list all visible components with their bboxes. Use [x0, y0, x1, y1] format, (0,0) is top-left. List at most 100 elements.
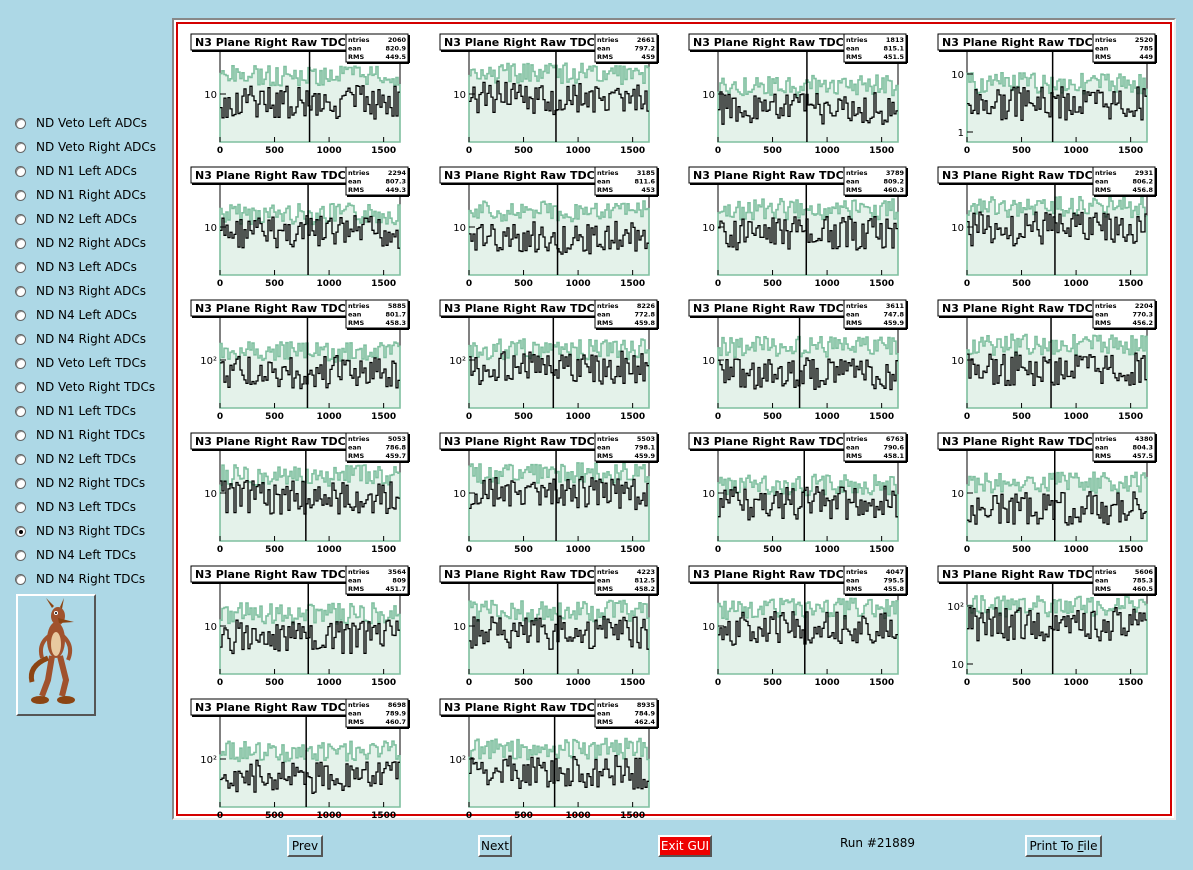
print-label-pre: Print To	[1029, 839, 1078, 853]
x-tick-label: 1000	[566, 678, 591, 688]
radio-option[interactable]: ND N2 Left TDCs	[15, 449, 136, 469]
stats-entries-label: ntries	[348, 435, 370, 443]
radio-option[interactable]: ND N1 Right TDCs	[15, 425, 145, 445]
black-histogram	[469, 755, 649, 790]
stats-mean-label: ean	[846, 178, 860, 186]
histogram-title: N3 Plane Right Raw TDC 19	[942, 568, 1112, 581]
radio-option[interactable]: ND N4 Right ADCs	[15, 329, 146, 349]
radio-unselected-icon[interactable]	[15, 117, 26, 129]
stats-entries-label: ntries	[1095, 435, 1117, 443]
histogram-panel: 0 500 1000 1500 10 N3 Plane Right Raw TDC 16n…	[190, 565, 410, 688]
stats-rms-label: RMS	[348, 585, 364, 593]
stats-entries-label: ntries	[597, 302, 619, 310]
stats-entries-value: 6763	[886, 435, 904, 443]
stats-rms-label: RMS	[1095, 452, 1111, 460]
radio-option[interactable]: ND N3 Left TDCs	[15, 497, 136, 517]
x-tick-label: 1500	[1118, 279, 1143, 289]
radio-unselected-icon[interactable]	[15, 213, 26, 225]
radio-unselected-icon[interactable]	[15, 477, 26, 489]
radio-option[interactable]: ND Veto Right ADCs	[15, 137, 156, 157]
green-histogram	[219, 202, 401, 276]
radio-option[interactable]: ND N4 Right TDCs	[15, 569, 145, 589]
x-tick-label: 1500	[1118, 146, 1143, 156]
radio-unselected-icon[interactable]	[15, 309, 26, 321]
y-tick-label: 10	[204, 223, 217, 234]
radio-option[interactable]: ND N3 Right ADCs	[15, 281, 146, 301]
histogram-title: N3 Plane Right Raw TDC 2	[693, 36, 855, 49]
radio-option[interactable]: ND N1 Right ADCs	[15, 185, 146, 205]
stats-entries-label: ntries	[846, 568, 868, 576]
x-tick-label: 1000	[566, 412, 591, 422]
y-tick-label: 10	[702, 622, 715, 633]
radio-unselected-icon[interactable]	[15, 549, 26, 561]
radio-option[interactable]: ND N4 Left TDCs	[15, 545, 136, 565]
stats-rms-label: RMS	[1095, 53, 1111, 61]
stats-entries-value: 8935	[637, 701, 656, 709]
stats-entries-label: ntries	[1095, 302, 1117, 310]
radio-option[interactable]: ND N2 Left ADCs	[15, 209, 137, 229]
radio-option[interactable]: ND Veto Left ADCs	[15, 113, 147, 133]
radio-unselected-icon[interactable]	[15, 573, 26, 585]
stats-entries-label: ntries	[846, 36, 868, 44]
stats-rms-value: 449.5	[385, 53, 406, 61]
radio-unselected-icon[interactable]	[15, 453, 26, 465]
logo-button[interactable]	[16, 594, 96, 716]
stats-rms-value: 455.8	[883, 585, 904, 593]
stats-box	[594, 698, 658, 728]
radio-unselected-icon[interactable]	[15, 261, 26, 273]
radio-unselected-icon[interactable]	[15, 357, 26, 369]
print-to-file-button[interactable]: Print To File	[1025, 835, 1102, 857]
radio-unselected-icon[interactable]	[15, 381, 26, 393]
x-tick-label: 1500	[620, 412, 645, 422]
radio-unselected-icon[interactable]	[15, 405, 26, 417]
stats-rms-value: 459.7	[385, 452, 406, 460]
exit-gui-button[interactable]: Exit GUI	[658, 835, 712, 857]
radio-option[interactable]: ND N1 Left ADCs	[15, 161, 137, 181]
radio-unselected-icon[interactable]	[15, 189, 26, 201]
print-label-underline: F	[1077, 839, 1084, 853]
histogram-panel: 0 500 1000 1500 10 N3 Plane Right Raw TDC 14n…	[688, 432, 908, 555]
stats-entries-label: ntries	[348, 701, 370, 709]
prev-button[interactable]: Prev	[287, 835, 323, 857]
x-tick-label: 500	[763, 146, 782, 156]
histogram-title: N3 Plane Right Raw TDC 4	[195, 169, 358, 182]
next-button[interactable]: Next	[478, 835, 512, 857]
radio-option[interactable]: ND N2 Right ADCs	[15, 233, 146, 253]
stats-mean-value: 785	[1139, 45, 1153, 53]
stats-rms-label: RMS	[1095, 186, 1111, 194]
stats-mean-label: ean	[846, 311, 860, 319]
radio-option[interactable]: ND N2 Right TDCs	[15, 473, 145, 493]
radio-option-label: ND N4 Left TDCs	[36, 548, 137, 562]
radio-unselected-icon[interactable]	[15, 165, 26, 177]
x-tick-label: 1500	[371, 412, 396, 422]
radio-option[interactable]: ND N3 Left ADCs	[15, 257, 137, 277]
radio-unselected-icon[interactable]	[15, 429, 26, 441]
x-tick-label: 1000	[1064, 545, 1089, 555]
radio-unselected-icon[interactable]	[15, 501, 26, 513]
green-histogram	[219, 740, 401, 808]
x-tick-label: 500	[763, 545, 782, 555]
stats-rms-value: 460.5	[1132, 585, 1153, 593]
exit-gui-label: Exit GUI	[660, 839, 710, 853]
radio-option[interactable]: ND Veto Left TDCs	[15, 353, 146, 373]
stats-mean-label: ean	[348, 577, 362, 585]
stats-rms-value: 451.5	[883, 53, 904, 61]
stats-mean-label: ean	[1095, 577, 1109, 585]
histogram-title: N3 Plane Right Raw TDC 1	[444, 36, 606, 49]
radio-option[interactable]: ND N3 Right TDCs	[15, 521, 145, 541]
radio-unselected-icon[interactable]	[15, 141, 26, 153]
stats-box	[594, 33, 658, 63]
histogram-panel: 0 500 1000 1500 10 N3 Plane Right Raw TDC 7nt…	[937, 166, 1157, 289]
stats-rms-label: RMS	[1095, 319, 1111, 327]
stats-rms-value: 449	[1139, 53, 1153, 61]
radio-option[interactable]: ND N1 Left TDCs	[15, 401, 136, 421]
stats-entries-label: ntries	[597, 701, 619, 709]
radio-unselected-icon[interactable]	[15, 237, 26, 249]
radio-option[interactable]: ND N4 Left ADCs	[15, 305, 137, 325]
radio-selected-icon[interactable]	[15, 525, 26, 537]
radio-unselected-icon[interactable]	[15, 285, 26, 297]
stats-entries-value: 8698	[388, 701, 407, 709]
radio-unselected-icon[interactable]	[15, 333, 26, 345]
radio-option[interactable]: ND Veto Right TDCs	[15, 377, 155, 397]
black-histogram	[469, 220, 649, 255]
